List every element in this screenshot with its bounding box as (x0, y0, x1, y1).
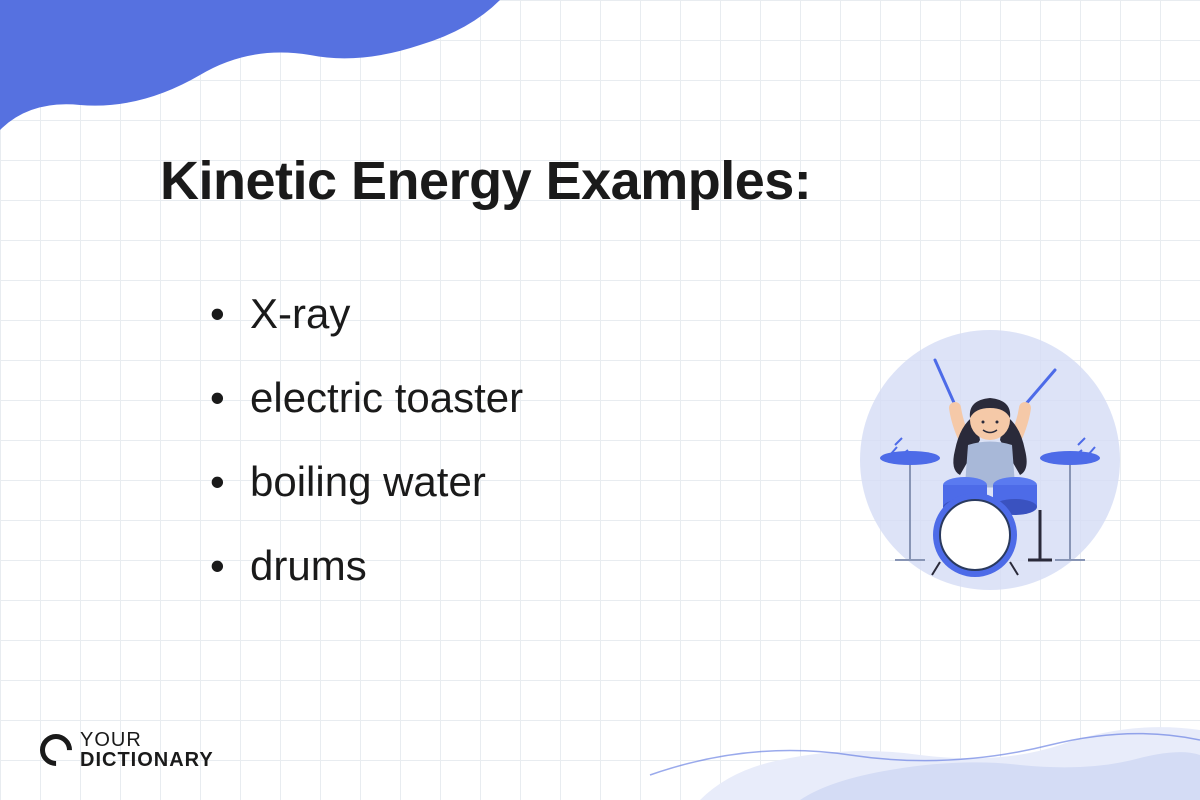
content-area: Kinetic Energy Examples: X-ray electric … (160, 150, 1100, 608)
list-item: drums (210, 524, 1100, 608)
examples-list: X-ray electric toaster boiling water dru… (160, 272, 1100, 608)
logo-text-top: YOUR (80, 730, 214, 750)
corner-bottom-right-decoration (600, 600, 1200, 800)
list-item: boiling water (210, 440, 1100, 524)
logo-text-bottom: DICTIONARY (80, 750, 214, 770)
logo: YOUR DICTIONARY (40, 730, 214, 770)
list-item: X-ray (210, 272, 1100, 356)
list-item: electric toaster (210, 356, 1100, 440)
page-title: Kinetic Energy Examples: (160, 150, 1100, 212)
logo-text: YOUR DICTIONARY (80, 730, 214, 770)
logo-icon (33, 727, 78, 772)
